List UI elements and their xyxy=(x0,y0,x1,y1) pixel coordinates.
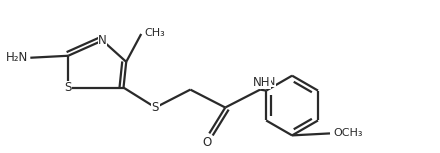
Text: H₂N: H₂N xyxy=(6,51,28,64)
Text: N: N xyxy=(98,34,107,47)
Text: NH: NH xyxy=(253,76,270,89)
Text: H: H xyxy=(257,77,265,87)
Text: S: S xyxy=(152,101,159,114)
Text: O: O xyxy=(203,136,212,149)
Text: OCH₃: OCH₃ xyxy=(333,128,363,138)
Text: S: S xyxy=(65,81,72,94)
Text: CH₃: CH₃ xyxy=(144,28,165,38)
Text: N: N xyxy=(267,77,275,87)
